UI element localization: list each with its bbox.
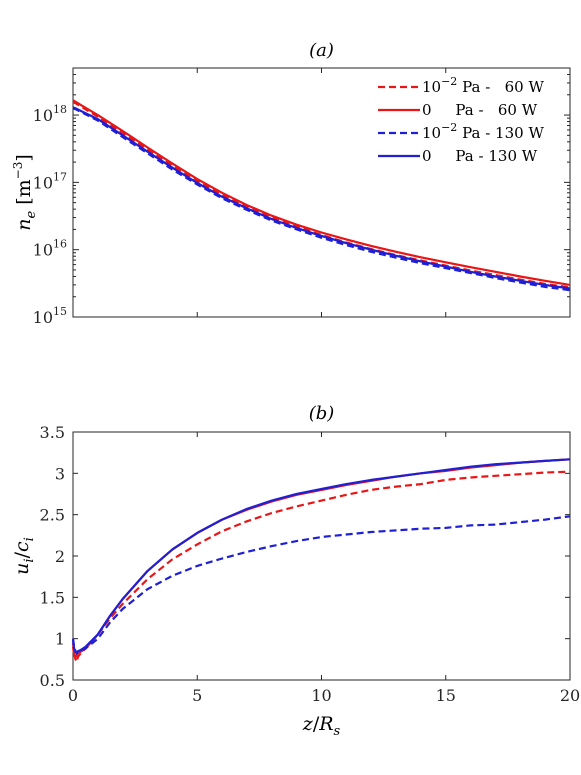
legend: 10−2 Pa - 60 W 0 Pa - 60 W 10−2 Pa - 130 W… xyxy=(378,75,544,165)
legend-entry: 10−2 Pa - 60 W xyxy=(422,75,544,96)
legend-entry: 10−2 Pa - 130 W xyxy=(422,121,544,142)
series-line-a xyxy=(72,107,571,292)
series-line-b xyxy=(71,458,571,654)
y-tick-label-b: 0.5 xyxy=(40,671,65,690)
series-line-b xyxy=(71,515,571,655)
legend-entry: 0 Pa - 130 W xyxy=(422,147,538,165)
x-tick-label-b: 5 xyxy=(192,686,202,705)
title-a: (a) xyxy=(309,40,334,61)
x-tick-label-b: 15 xyxy=(436,686,456,705)
x-tick-label-b: 10 xyxy=(311,686,331,705)
legend-entry: 0 Pa - 60 W xyxy=(422,101,538,119)
series-line-a xyxy=(72,101,571,289)
series-line-a xyxy=(72,106,571,290)
y-tick-label-b: 3.5 xyxy=(40,423,65,442)
y-tick-label-a: 1017 xyxy=(33,170,67,192)
y-tick-label-a: 1018 xyxy=(33,103,67,125)
y-tick-label-b: 3 xyxy=(55,464,65,483)
y-tick-label-b: 1.5 xyxy=(40,588,65,607)
x-tick-label-b: 0 xyxy=(68,686,78,705)
title-b: (b) xyxy=(309,403,335,424)
series-line-b xyxy=(71,470,571,663)
series-line-a xyxy=(72,99,571,286)
y-tick-label-a: 1016 xyxy=(33,238,67,260)
panel-b: 0 5 10 15 20 0.5 1 1.5 2 2.5 3 3.5 (b) ui/ci z/Rs xyxy=(11,403,580,739)
y-axis-label-b: ui/ci xyxy=(11,537,37,575)
y-axis-label-a: ne [m−3] xyxy=(11,154,39,231)
panel-a: 1015 1016 1017 1018 (a) ne [m−3] 10−2 Pa - 60 … xyxy=(11,40,571,327)
axes-box-b xyxy=(72,431,571,681)
y-tick-label-b: 2.5 xyxy=(40,506,65,525)
y-tick-label-b: 2 xyxy=(55,547,65,566)
x-axis-label-b: z/Rs xyxy=(302,713,341,739)
y-tick-label-a: 1015 xyxy=(33,305,67,327)
y-tick-label-b: 1 xyxy=(55,630,65,649)
x-tick-label-b: 20 xyxy=(560,686,580,705)
